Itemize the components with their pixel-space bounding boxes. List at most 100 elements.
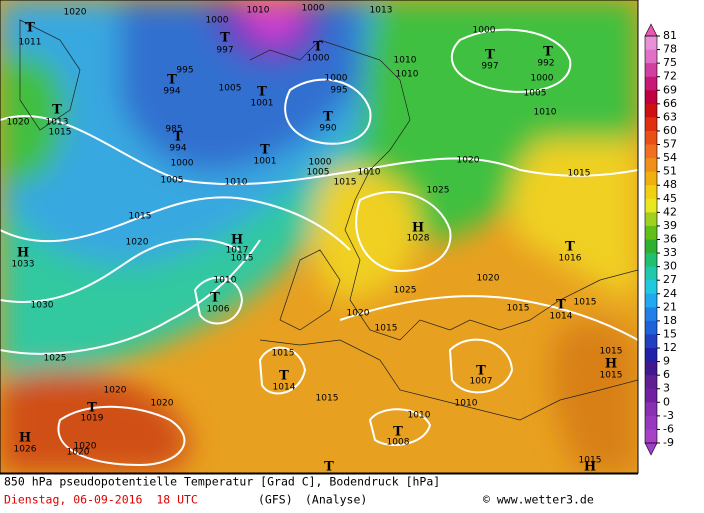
pressure-center: T [257,85,267,100]
isobar-label: 1010 [408,411,431,421]
colorbar-swatch [645,185,657,200]
pressure-center: H [584,460,596,475]
isobar-label: 1000 [171,159,194,169]
colorbar-swatch [645,144,657,159]
isobar-label: 1015 [316,394,339,404]
colorbar-label: 51 [663,165,677,178]
map [0,0,638,473]
colorbar-label: 63 [663,110,677,123]
colorbar-label: 18 [663,314,677,327]
isobar-label: 1010 [358,168,381,178]
isobar-label: 1020 [457,156,480,166]
colorbar-swatch [645,90,657,105]
isobar-label: 1025 [427,186,450,196]
pressure-center: T [476,364,486,379]
colorbar-label: 3 [663,382,670,395]
pressure-center: H [19,431,31,446]
isobar-label: 1008 [387,438,410,448]
isobar-label: 1015 [129,212,152,222]
colorbar-swatch [645,49,657,64]
colorbar-swatch [645,158,657,173]
isobar-label: 995 [330,86,347,96]
colorbar-label: 30 [663,260,677,273]
colorbar-label: 75 [663,56,677,69]
footer-model: (GFS) [258,493,293,507]
colorbar-label: 81 [663,29,677,42]
isobar-label: 1020 [64,8,87,18]
isobar-label: 1006 [207,305,230,315]
isobar-label: 1015 [334,178,357,188]
colorbar-swatch [645,171,657,186]
colorbar-label: 24 [663,287,677,300]
footer-date: Dienstag, 06-09-2016 18 UTC [4,493,198,507]
isobar-label: 1020 [74,442,97,452]
colorbar-label: 54 [663,151,677,164]
colorbar-label: 66 [663,97,677,110]
isobar-label: 1015 [272,349,295,359]
pressure-center: T [565,240,575,255]
isobar-label: 1025 [44,354,67,364]
colorbar-label: 33 [663,246,677,259]
pressure-center: H [412,221,424,236]
colorbar-label: 45 [663,192,677,205]
pressure-center: T [279,369,289,384]
isobar-label: 1028 [407,234,430,244]
colorbar-swatch [645,388,657,403]
colorbar-label: 42 [663,205,677,218]
isobar-label: 1011 [19,38,42,48]
isobar-label: 1010 [394,56,417,66]
isobar-label: 1005 [219,84,242,94]
isobar-label: 985 [165,125,182,135]
colorbar-label: 48 [663,178,677,191]
colorbar-label: 21 [663,300,677,313]
colorbar-label: 39 [663,219,677,232]
colorbar-arrow-top [644,23,658,37]
isobar-label: 1015 [568,169,591,179]
colorbar-swatch [645,225,657,240]
isobar-label: 1019 [81,414,104,424]
isobar-label: 992 [537,59,554,69]
colorbar-swatch [645,76,657,91]
isobar-label: 1005 [161,176,184,186]
colorbar-label: 78 [663,43,677,56]
pressure-center: T [323,110,333,125]
colorbar-label: 6 [663,368,670,381]
pressure-center: T [167,73,177,88]
colorbar-label: 57 [663,138,677,151]
colorbar-label: 0 [663,395,670,408]
isobar-label: 1020 [477,274,500,284]
isobar-label: 1005 [307,168,330,178]
isobar-label: 1016 [559,254,582,264]
isobar-label: 1010 [455,399,478,409]
footer-run: (Analyse) [305,493,367,507]
pressure-center: H [17,246,29,261]
colorbar-label: -6 [663,422,674,435]
isobar-label: 1013 [370,6,393,16]
isobar-label: 1020 [151,399,174,409]
isobar-label: 1015 [574,298,597,308]
colorbar-swatch [645,348,657,363]
colorbar-swatch [645,429,657,444]
colorbar-swatch [645,415,657,430]
isobar-label: 1020 [7,118,30,128]
isobar-label: 1000 [531,74,554,84]
isobar-label: 1010 [534,108,557,118]
isobar-label: 1005 [524,89,547,99]
isobar-label: 1010 [396,70,419,80]
colorbar-label: 69 [663,83,677,96]
isobar-label: 1010 [247,6,270,16]
isobar-label: 1033 [12,260,35,270]
isobar-label: 1000 [473,26,496,36]
colorbar-label: 15 [663,327,677,340]
isobar-label: 1015 [231,254,254,264]
pressure-center: T [25,21,35,36]
isobar-label: 1015 [49,128,72,138]
isobar-label: 1015 [507,304,530,314]
colorbar-swatch [645,334,657,349]
isobar-label: 1000 [307,54,330,64]
colorbar-label: -9 [663,436,674,449]
isobar-label: 1000 [302,4,325,14]
